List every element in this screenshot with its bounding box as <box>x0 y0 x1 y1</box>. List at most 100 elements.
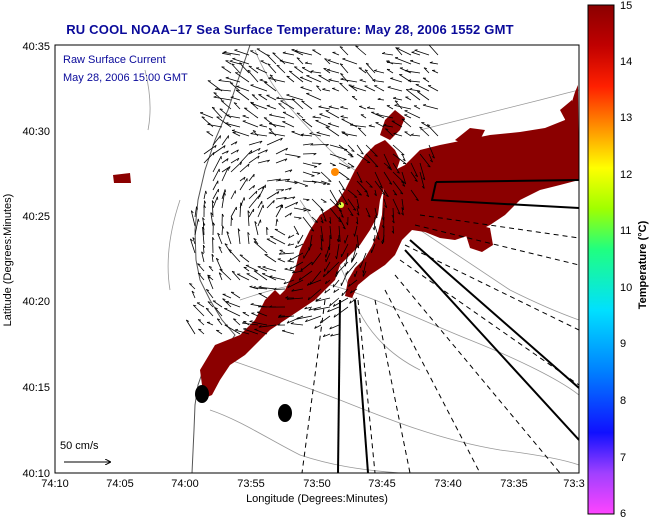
current-vector <box>311 171 321 174</box>
current-vector <box>302 198 310 201</box>
current-vector <box>237 228 241 245</box>
current-vector-head <box>317 172 321 175</box>
current-vector <box>193 304 205 317</box>
current-vector <box>302 143 314 146</box>
current-vector <box>356 180 368 193</box>
current-vector <box>248 184 255 191</box>
x-tick-label: 73:50 <box>303 478 331 490</box>
current-vector <box>293 180 309 187</box>
current-vector <box>348 84 358 92</box>
current-vector-head <box>296 112 300 114</box>
current-vector <box>386 68 394 74</box>
current-vector-head <box>267 63 271 66</box>
current-vector <box>371 243 376 253</box>
current-vector <box>374 189 377 196</box>
current-vector <box>352 243 358 261</box>
current-vector <box>214 307 223 317</box>
current-vector-head <box>310 70 314 72</box>
current-vector-head <box>197 218 200 222</box>
current-vector <box>287 260 295 263</box>
current-vector <box>224 324 241 335</box>
current-vector <box>211 200 214 218</box>
current-vector-head <box>367 106 371 109</box>
current-vector <box>323 68 331 74</box>
current-vector-head <box>358 127 362 130</box>
current-vector-head <box>320 247 323 251</box>
current-vector <box>326 69 340 74</box>
current-vector-head <box>340 115 344 117</box>
current-vector <box>284 153 301 158</box>
current-vector-head <box>356 205 360 209</box>
current-vector <box>276 97 295 101</box>
current-vector <box>266 200 275 209</box>
current-vector <box>419 153 431 168</box>
current-vector-head <box>292 196 296 200</box>
current-vector <box>329 324 340 330</box>
current-vector <box>329 189 340 206</box>
current-vector <box>284 187 292 191</box>
current-vector <box>269 276 286 281</box>
current-vector <box>269 123 286 128</box>
current-vector-head <box>283 281 287 285</box>
current-vector <box>247 69 259 83</box>
current-vector-head <box>235 89 239 91</box>
current-vector-head <box>362 270 364 274</box>
current-vector-head <box>214 307 218 310</box>
current-vector-head <box>325 144 329 147</box>
current-vector-head <box>429 159 433 163</box>
current-vector-head <box>332 284 335 288</box>
current-vector-head <box>385 128 389 130</box>
current-vector <box>358 67 367 74</box>
current-vector <box>383 162 391 169</box>
current-vector-head <box>269 74 273 77</box>
current-vector-head <box>254 221 258 224</box>
current-vector <box>191 290 196 299</box>
current-vector-head <box>314 166 318 168</box>
current-vector-head <box>219 108 223 110</box>
current-vector <box>247 210 250 227</box>
current-vector <box>311 180 327 185</box>
current-vector-head <box>316 131 320 133</box>
current-vector <box>392 198 401 215</box>
current-vector-head <box>229 60 233 62</box>
radial-line-dashed <box>394 274 561 473</box>
current-vector <box>330 333 340 337</box>
current-vector <box>297 234 304 244</box>
current-vector <box>351 86 367 92</box>
current-vector <box>293 216 302 219</box>
current-vector-head <box>348 283 351 287</box>
current-vector-head <box>231 129 236 131</box>
current-vector-head <box>286 320 290 324</box>
current-vector <box>252 130 259 137</box>
current-vector <box>339 63 349 74</box>
current-vector <box>363 261 367 274</box>
current-vector <box>419 126 430 137</box>
current-vector <box>235 72 250 83</box>
current-vector-head <box>372 238 375 242</box>
current-vector <box>221 166 231 173</box>
current-vector <box>319 113 331 119</box>
current-vector <box>284 212 292 218</box>
current-vector-head <box>300 86 304 88</box>
current-vector-head <box>318 163 322 166</box>
current-vector <box>194 206 197 218</box>
current-vector-head <box>219 135 221 139</box>
current-vector <box>221 192 225 209</box>
current-vector <box>296 57 304 65</box>
current-vector <box>226 115 241 119</box>
current-vector-head <box>250 150 253 154</box>
x-axis: 74:10 74:05 74:00 73:55 73:50 73:45 73:4… <box>41 478 584 490</box>
current-vector-head <box>423 67 428 69</box>
current-vector <box>257 159 270 164</box>
transect-line <box>404 249 579 441</box>
current-vector-head <box>384 205 388 208</box>
current-vector-head <box>365 62 370 65</box>
current-vector-head <box>268 128 273 130</box>
station-marker <box>278 404 292 422</box>
current-vector <box>309 270 322 285</box>
current-vector <box>325 126 340 137</box>
current-vector-head <box>218 246 222 249</box>
current-vector <box>258 286 277 290</box>
current-vector-head <box>228 166 231 170</box>
current-vector <box>230 190 236 200</box>
